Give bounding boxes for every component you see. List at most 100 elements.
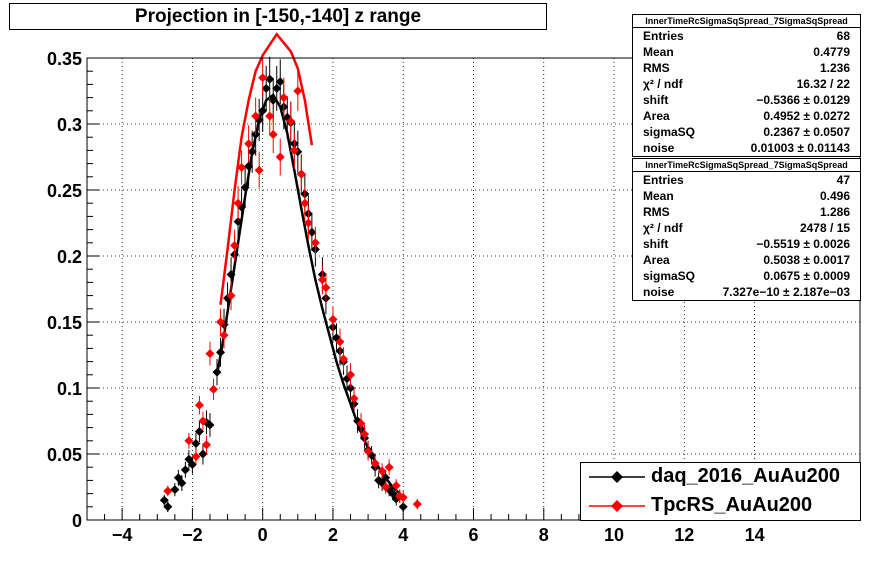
data-point [216, 317, 226, 327]
data-point [194, 400, 204, 410]
data-point [247, 147, 257, 157]
data-point [180, 465, 190, 475]
data-point [398, 502, 408, 512]
data-point [233, 198, 243, 208]
stats-row: RMS 1.236 [633, 60, 860, 76]
stats-value: 0.5038 ± 0.0017 [763, 253, 850, 267]
x-tick-label: 12 [674, 525, 694, 545]
legend-marker-tpcrs [589, 500, 645, 512]
data-point [194, 427, 204, 437]
data-point [412, 499, 422, 509]
stats-label: RMS [643, 61, 670, 75]
y-tick-label: 0.1 [57, 379, 82, 399]
data-point [381, 473, 391, 483]
data-point [370, 458, 380, 468]
data-point [363, 446, 373, 456]
stats-value: 0.4952 ± 0.0272 [763, 109, 850, 123]
data-point [268, 130, 278, 140]
data-point [338, 354, 348, 364]
y-tick-label: 0.05 [47, 445, 82, 465]
stats-value: −0.5366 ± 0.0129 [756, 93, 850, 107]
data-point [187, 460, 197, 470]
data-point [286, 116, 296, 126]
x-tick-label: 2 [328, 525, 338, 545]
stats-row: sigmaSQ 0.2367 ± 0.0507 [633, 124, 860, 140]
stats-value: 16.32 / 22 [796, 77, 850, 91]
data-point [177, 478, 187, 488]
stats-row: noise 7.327e−10 ± 2.187e−03 [633, 284, 860, 300]
stats-label: shift [643, 237, 669, 251]
data-point [300, 198, 310, 208]
data-point [349, 394, 359, 404]
data-point [346, 383, 356, 393]
stats-label: noise [643, 285, 675, 299]
fit_tpcrs-curve [219, 32, 314, 305]
stats-value: 47 [836, 173, 850, 187]
stats-value: 2478 / 15 [799, 221, 850, 235]
stats-row: Entries 68 [633, 28, 860, 44]
data-point [377, 466, 387, 476]
stats-value: 0.4779 [813, 45, 850, 59]
data-point [265, 74, 275, 84]
stats-label: noise [643, 141, 675, 155]
data-point [198, 449, 208, 459]
data-point [328, 314, 338, 324]
data-point [272, 83, 282, 93]
stats-row: Area 0.5038 ± 0.0017 [633, 252, 860, 268]
y-tick-label: 0.15 [47, 313, 82, 333]
stats-row: Mean 0.4779 [633, 44, 860, 60]
stats-value: 68 [836, 29, 850, 43]
data-point [251, 111, 261, 121]
data-point [254, 165, 264, 175]
stats-row: Entries 47 [633, 172, 860, 188]
stats-label: RMS [643, 205, 670, 219]
data-point [208, 384, 218, 394]
data-point [191, 438, 201, 448]
stats-box-tpcrs: InnerTimeRcSigmaSqSpread_7SigmaSqSpread … [632, 158, 861, 301]
y-tick-label: 0.3 [57, 115, 82, 135]
data-point [237, 163, 247, 173]
stats-value: 0.0675 ± 0.0009 [763, 269, 850, 283]
x-tick-label: −2 [182, 525, 203, 545]
legend: daq_2016_AuAu200 TpcRS_AuAu200 [580, 462, 861, 521]
stats-value: 7.327e−10 ± 2.187e−03 [722, 285, 850, 299]
data-point [335, 337, 345, 347]
data-point [317, 275, 327, 285]
fit_daq-curve [215, 93, 401, 495]
stats-label: Entries [643, 173, 684, 187]
x-tick-label: 6 [468, 525, 478, 545]
data-point [216, 347, 226, 357]
data-point [398, 493, 408, 503]
data-point [212, 367, 222, 377]
data-point [205, 349, 215, 359]
data-point [265, 111, 275, 121]
legend-entry-daq: daq_2016_AuAu200 [581, 463, 860, 491]
data-point [258, 106, 268, 116]
data-point [159, 495, 169, 505]
data-point [240, 182, 250, 192]
stats-row: χ² / ndf 16.32 / 22 [633, 76, 860, 92]
x-tick-label: 4 [398, 525, 408, 545]
stats-row: Area 0.4952 ± 0.0272 [633, 108, 860, 124]
data-point [258, 73, 268, 83]
stats-row: noise 0.01003 ± 0.01143 [633, 140, 860, 156]
data-point [303, 218, 313, 228]
stats-label: Mean [643, 189, 674, 203]
data-point [356, 419, 366, 429]
stats-label: shift [643, 93, 669, 107]
data-point [384, 462, 394, 472]
axis-ticks: −4 −2 0 2 4 6 8 10 12 14 0 0.05 0.1 0.15 0.2 0.25 0.3 0.3… [47, 49, 861, 545]
legend-entry-tpcrs: TpcRS_AuAu200 [581, 492, 860, 520]
data-point [360, 429, 370, 439]
data-point [226, 291, 236, 301]
y-tick-label: 0.35 [47, 49, 82, 69]
data-point [310, 238, 320, 248]
stats-label: sigmaSQ [643, 269, 696, 283]
data-point [170, 485, 180, 495]
stats-label: Entries [643, 29, 684, 43]
stats-row: χ² / ndf 2478 / 15 [633, 220, 860, 236]
stats-box-daq: InnerTimeRcSigmaSqSpread_7SigmaSqSpread … [632, 14, 861, 157]
data-point [163, 486, 173, 496]
legend-marker-daq [589, 471, 645, 483]
y-tick-label: 0 [72, 511, 82, 531]
